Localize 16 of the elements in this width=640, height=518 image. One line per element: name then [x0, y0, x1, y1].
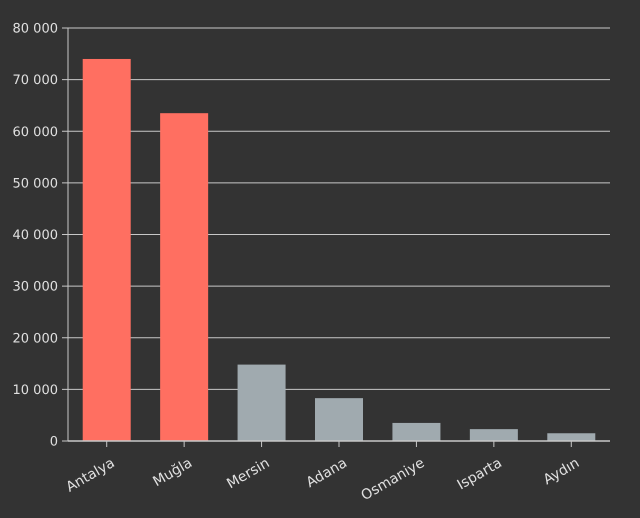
bar	[470, 429, 518, 441]
y-tick-label: 40 000	[12, 228, 58, 244]
y-tick-label: 70 000	[12, 73, 58, 88]
bar	[238, 364, 286, 441]
bar	[547, 433, 596, 441]
bar	[82, 58, 131, 441]
y-tick-label: 50 000	[12, 176, 58, 192]
bar	[314, 398, 364, 441]
y-tick-label: 20 000	[12, 331, 58, 346]
y-tick-label: 60 000	[12, 124, 58, 140]
y-tick-label: 80 000	[12, 22, 58, 37]
bar	[392, 422, 440, 441]
y-tick-label: 0	[50, 434, 58, 450]
y-tick-label: 30 000	[12, 280, 58, 295]
bar	[160, 113, 208, 441]
y-tick-label: 10 000	[12, 382, 58, 398]
